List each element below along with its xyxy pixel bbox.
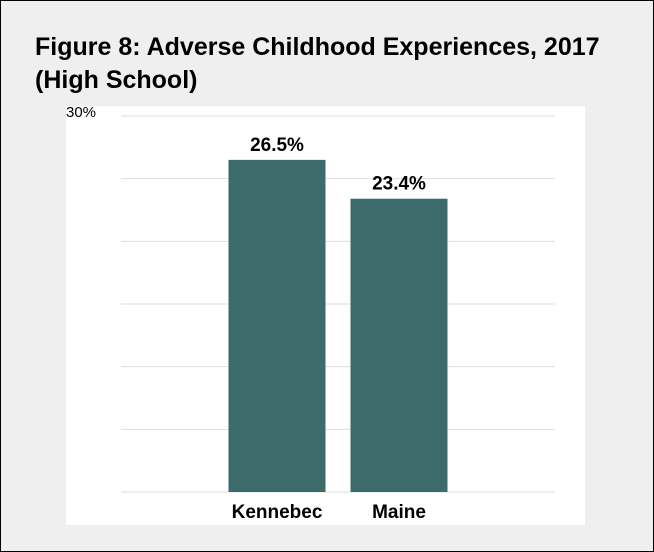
y-tick-label: 30% [66, 106, 96, 121]
x-tick-label: Kennebec [232, 502, 323, 523]
bar-chart: 30% 26.5% Kennebec 23.4% Maine [66, 106, 555, 523]
bar-kennebec [228, 159, 326, 492]
chart-area: 30% 26.5% Kennebec 23.4% Maine [66, 106, 585, 525]
x-tick-label: Maine [372, 502, 426, 523]
data-label: 23.4% [372, 174, 426, 195]
figure-title: Figure 8: Adverse Childhood Experiences,… [35, 33, 600, 94]
data-label: 26.5% [250, 135, 304, 156]
bar-maine [350, 198, 448, 492]
